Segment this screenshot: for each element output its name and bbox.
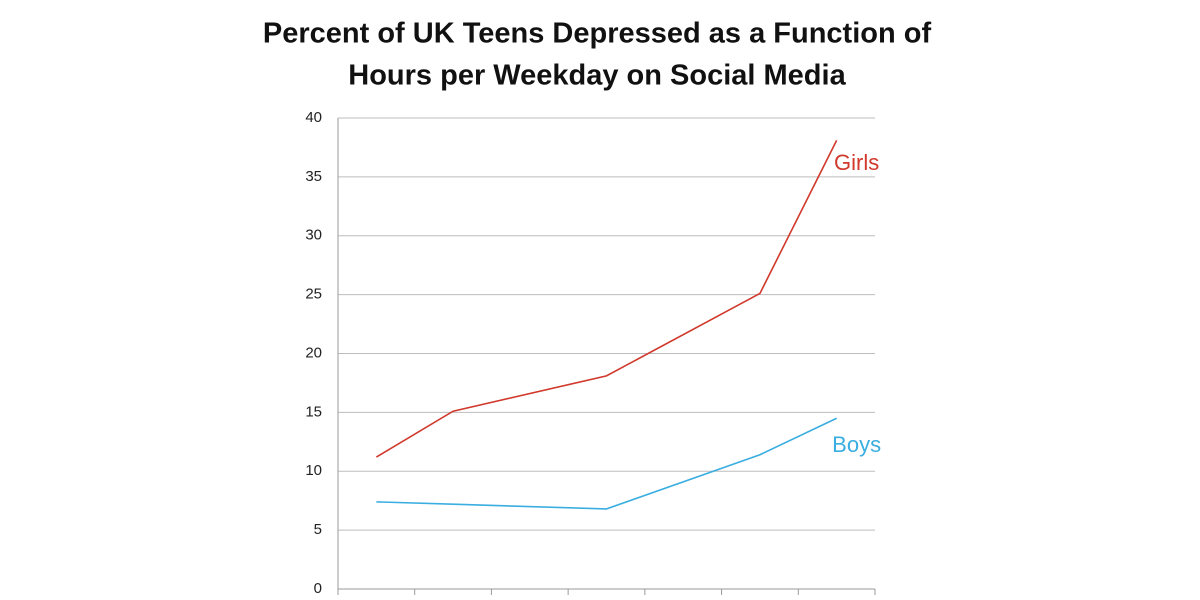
y-tick-label: 20 (305, 344, 322, 361)
y-tick-label: 30 (305, 227, 322, 244)
y-tick-label: 0 (314, 580, 322, 597)
chart-title: Percent of UK Teens Depressed as a Funct… (263, 18, 932, 50)
y-tick-label: 25 (305, 286, 322, 303)
y-tick-label: 40 (305, 109, 322, 126)
series-label: Boys (832, 432, 881, 457)
y-tick-label: 5 (314, 521, 322, 538)
series-line (375, 140, 838, 458)
y-tick-label: 15 (305, 403, 322, 420)
chart-title: Hours per Weekday on Social Media (348, 60, 846, 92)
series-line (376, 417, 837, 510)
y-tick-label: 35 (305, 168, 322, 185)
series-label: Girls (834, 150, 879, 175)
y-tick-label: 10 (305, 462, 322, 479)
